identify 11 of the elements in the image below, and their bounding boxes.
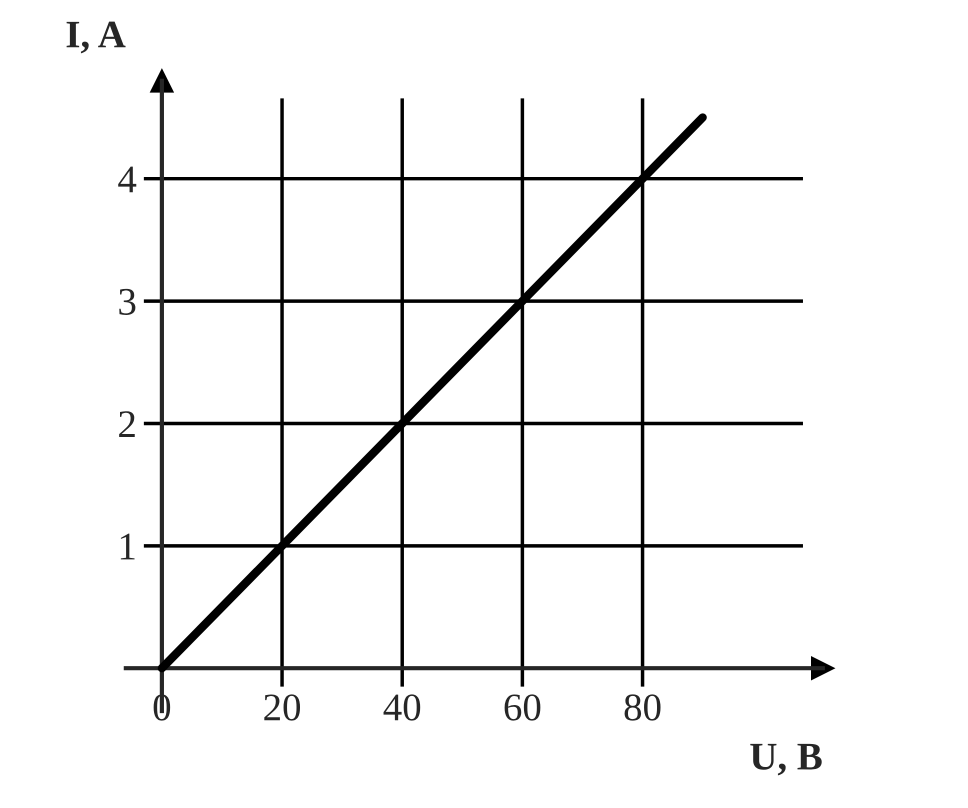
y-tick-label: 1 xyxy=(120,534,135,560)
x-axis-title: U, B xyxy=(750,744,822,776)
y-axis-title: I, A xyxy=(66,22,126,54)
x-tick-label: 80 xyxy=(624,694,661,721)
x-tick-label: 0 xyxy=(154,694,170,721)
y-tick-label: 4 xyxy=(118,166,136,192)
x-tick-label: 60 xyxy=(504,694,540,721)
x-tick-label: 40 xyxy=(384,694,420,721)
y-tick-label: 3 xyxy=(119,288,136,315)
y-tick-label: 2 xyxy=(119,411,135,437)
x-tick-label: 20 xyxy=(264,694,300,721)
